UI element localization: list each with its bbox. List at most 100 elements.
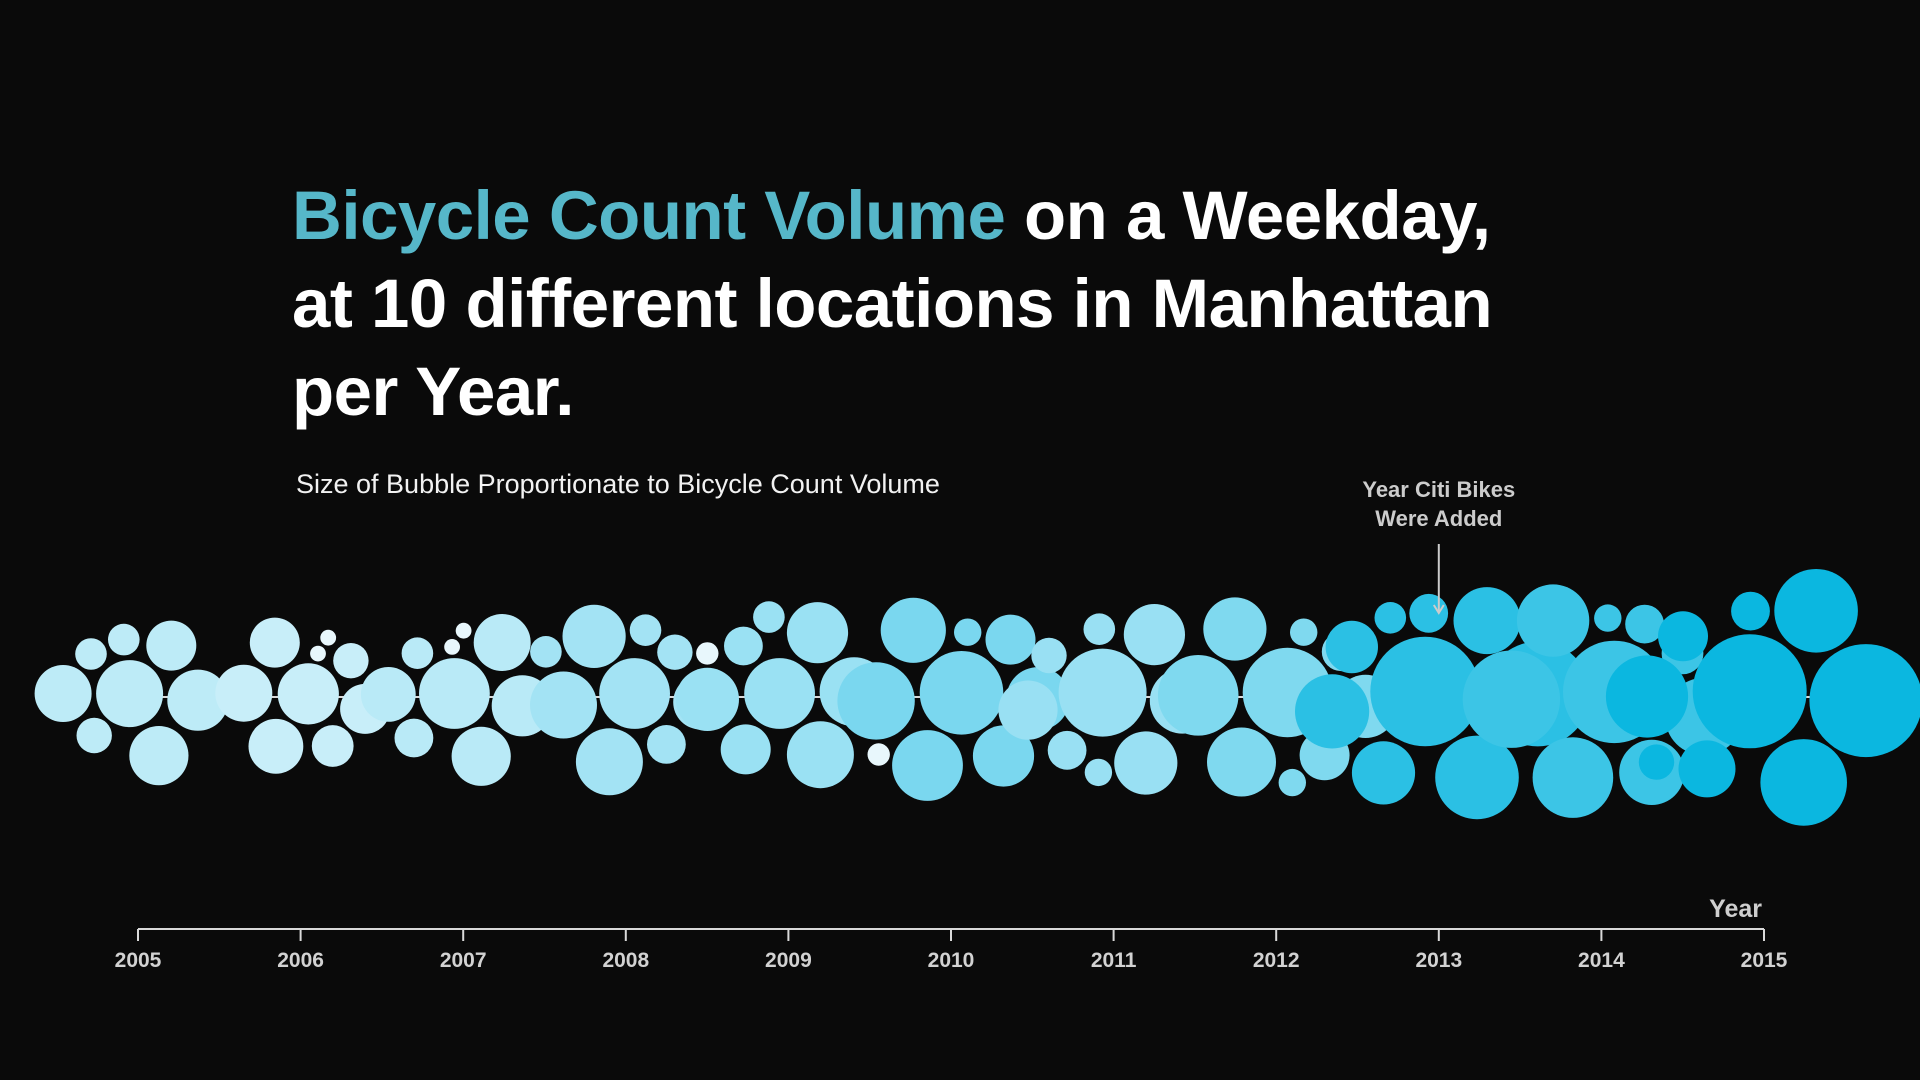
- bubble-2010: [972, 725, 1035, 787]
- bubble-2007: [401, 637, 434, 669]
- bubble-2015: [1760, 739, 1847, 826]
- bubble-2014: [1625, 604, 1664, 644]
- x-axis-title: Year: [1709, 895, 1762, 923]
- bubble-2009: [724, 626, 763, 666]
- annotation-line1: Year Citi Bikes: [1362, 477, 1515, 502]
- bubble-2009: [786, 721, 854, 789]
- bubble-2015: [1605, 655, 1689, 738]
- bubble-2015: [1692, 634, 1807, 749]
- bubble-2011: [1047, 730, 1087, 770]
- x-tick-label: 2011: [1091, 949, 1137, 972]
- bubble-2009: [744, 658, 815, 729]
- bubble-2007: [444, 639, 460, 655]
- bubble-2011: [1058, 648, 1147, 737]
- chart-subtitle: Size of Bubble Proportionate to Bicycle …: [296, 469, 940, 499]
- bubble-2006: [310, 645, 326, 662]
- bubble-2012: [1290, 618, 1318, 646]
- bubble-2010: [880, 597, 946, 663]
- bubble-2008: [575, 728, 643, 796]
- chart-title-line2: at 10 different locations in Manhattan: [292, 265, 1493, 342]
- bubble-2005: [108, 623, 140, 656]
- chart-title: Bicycle Count Volume on a Weekday, at 10 …: [292, 172, 1692, 436]
- x-tick-label: 2010: [928, 949, 975, 972]
- bubble-2011: [1083, 613, 1116, 645]
- bubble-2014: [1516, 584, 1590, 657]
- bubble-2007: [394, 718, 434, 758]
- bubble-2014: [1462, 650, 1561, 748]
- bubble-2010: [985, 614, 1036, 665]
- bubble-2006: [333, 643, 369, 679]
- bubble-2011: [1123, 604, 1185, 666]
- bubble-2013: [1453, 587, 1521, 655]
- bubble-2014: [1594, 604, 1622, 632]
- bubble-2008: [629, 614, 662, 646]
- bubble-2013: [1409, 593, 1449, 633]
- bubble-2007: [455, 622, 472, 639]
- bubble-2013: [1374, 602, 1407, 634]
- bubble-2006: [311, 725, 354, 767]
- bubble-2009: [786, 602, 849, 664]
- bubble-2005: [96, 660, 164, 728]
- x-tick-label: 2013: [1415, 949, 1462, 972]
- bubble-2007: [451, 726, 511, 786]
- bubble-2013: [1295, 674, 1370, 749]
- bubble-2008: [530, 671, 597, 739]
- bubble-2013: [1370, 636, 1480, 747]
- bubble-2005: [34, 665, 92, 722]
- x-tick-label: 2005: [115, 949, 162, 972]
- bubble-2008: [647, 725, 686, 764]
- bubble-2008: [562, 604, 626, 669]
- bubble-2015: [1678, 740, 1736, 798]
- bubble-2008: [657, 634, 693, 670]
- bubble-2012: [1157, 655, 1239, 736]
- bubble-2015: [1809, 644, 1920, 758]
- annotation-line2: Were Added: [1375, 506, 1502, 531]
- chart-title-line3: per Year.: [292, 353, 574, 430]
- bubble-2011: [998, 680, 1058, 740]
- bubble-2007: [360, 667, 416, 722]
- bubble-2005: [146, 620, 197, 671]
- bubble-2012: [1278, 768, 1307, 797]
- bubble-2011: [1084, 758, 1113, 787]
- bubble-2015: [1774, 569, 1858, 653]
- bubble-2008: [599, 658, 670, 729]
- bubble-2009: [696, 642, 719, 665]
- x-tick-label: 2012: [1253, 949, 1300, 972]
- bubble-2010: [919, 651, 1004, 735]
- x-tick-label: 2015: [1741, 949, 1788, 972]
- bubble-2005: [129, 726, 189, 786]
- bubble-2005: [167, 669, 229, 731]
- bubble-2006: [215, 664, 273, 722]
- bubble-2013: [1325, 620, 1379, 674]
- x-tick-label: 2006: [277, 949, 324, 972]
- x-tick-label: 2014: [1578, 949, 1625, 972]
- bubble-2014: [1532, 737, 1614, 818]
- bubble-2010: [867, 743, 890, 766]
- chart-title-accent: Bicycle Count Volume: [292, 177, 1006, 254]
- bubble-2007: [473, 614, 531, 671]
- bubble-2015: [1658, 611, 1708, 662]
- bubble-2007: [419, 658, 490, 729]
- x-tick-label: 2009: [765, 949, 812, 972]
- bubble-2013: [1435, 735, 1519, 820]
- citi-bikes-annotation: Year Citi Bikes Were Added: [1362, 477, 1515, 615]
- x-tick-label: 2007: [440, 949, 487, 972]
- bubble-2005: [75, 638, 107, 670]
- bubble-2010: [892, 730, 963, 801]
- annotation-arrow-head: [1432, 604, 1445, 615]
- bubble-2010: [954, 618, 982, 646]
- bubble-2008: [530, 636, 562, 668]
- x-axis: 2005 2006 2007 2008 2009 2010 2011 2012 2013 2014…: [115, 895, 1788, 972]
- chart-title-line1: on a Weekday,: [1005, 177, 1491, 254]
- bubble-2010: [837, 662, 915, 740]
- bubble-2009: [753, 601, 785, 633]
- bubble-layer: [34, 569, 1920, 826]
- bubble-2012: [1207, 727, 1276, 797]
- bubble-2009: [720, 724, 771, 775]
- x-tick-label: 2008: [602, 949, 649, 972]
- bubble-2015: [1731, 591, 1770, 631]
- bubble-2006: [248, 718, 304, 774]
- bubble-2011: [1114, 731, 1178, 795]
- bubble-2006: [320, 629, 337, 646]
